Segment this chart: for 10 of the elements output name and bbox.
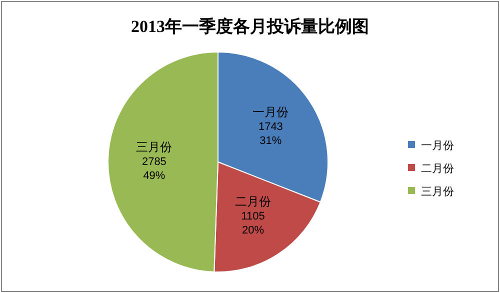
data-label: 1743 31%	[258, 121, 283, 148]
data-label: 1105 20%	[241, 210, 265, 236]
slice-label: 二月份	[235, 194, 272, 208]
data-label: 2785 49%	[142, 156, 166, 182]
legend-label: 三月份	[421, 186, 454, 198]
slice-label: 三月份	[136, 140, 172, 154]
legend-label: 一月份	[421, 140, 454, 152]
slice-label: 一月份	[252, 105, 289, 120]
legend-label: 二月份	[421, 163, 454, 175]
chart-title: 2013年一季度各月投诉量比例图	[131, 17, 369, 36]
